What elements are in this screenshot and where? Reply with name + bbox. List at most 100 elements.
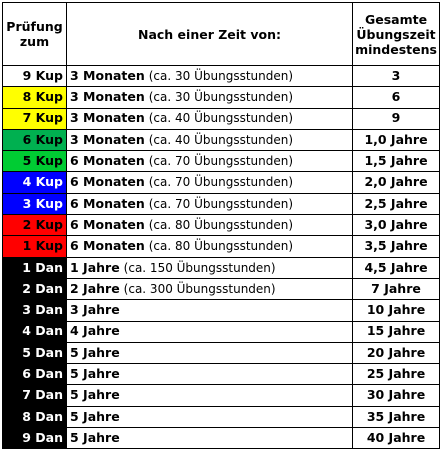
table-row: 9 Kup 3 Monaten (ca. 30 Übungsstunden) 3: [2, 64, 440, 88]
total-time-cell: 1,0 Jahre: [352, 128, 440, 152]
table-row: 3 Dan 3 Jahre 10 Jahre: [2, 299, 440, 322]
table-row: 2 Kup 6 Monaten (ca. 80 Übungsstunden) 3,0…: [2, 214, 440, 237]
time-cell: 3 Monaten (ca. 30 Übungsstunden): [66, 86, 353, 109]
grade-cell: 9 Dan: [2, 427, 67, 450]
time-value: 6 Monaten: [70, 153, 145, 169]
grade-cell: 5 Kup: [2, 150, 67, 173]
grade-cell: 4 Dan: [2, 320, 67, 343]
grade-cell: 1 Kup: [2, 235, 67, 258]
time-cell: 5 Jahre: [66, 384, 353, 407]
table-row: 6 Dan 5 Jahre 25 Jahre: [2, 363, 440, 386]
total-time-cell: 9: [352, 107, 440, 130]
header-total-training: Gesamte Übungszeit mindestens: [352, 2, 440, 66]
training-hours-note: (ca. 70 Übungsstunden): [148, 175, 294, 190]
time-value: 5 Jahre: [70, 429, 120, 445]
grade-cell: 2 Dan: [2, 277, 67, 301]
grade-cell: 3 Dan: [2, 299, 67, 322]
table-row: 2 Dan 2 Jahre (ca. 300 Übungsstunden) 7 Ja…: [2, 277, 440, 301]
time-value: 4 Jahre: [70, 323, 120, 339]
training-hours-note: (ca. 80 Übungsstunden): [148, 239, 294, 254]
time-cell: 5 Jahre: [66, 341, 353, 365]
grade-cell: 8 Dan: [2, 405, 67, 429]
time-cell: 5 Jahre: [66, 427, 353, 450]
total-time-cell: 7 Jahre: [352, 277, 440, 301]
time-value: 5 Jahre: [70, 344, 120, 360]
time-cell: 6 Monaten (ca. 80 Übungsstunden): [66, 214, 353, 237]
total-time-cell: 3,5 Jahre: [352, 235, 440, 258]
total-time-cell: 25 Jahre: [352, 363, 440, 386]
time-cell: 3 Jahre: [66, 299, 353, 322]
training-hours-note: (ca. 40 Übungsstunden): [148, 111, 294, 126]
time-value: 3 Monaten: [70, 67, 145, 83]
grade-cell: 6 Kup: [2, 128, 67, 152]
table-row: 5 Kup 6 Monaten (ca. 70 Übungsstunden) 1,5…: [2, 150, 440, 173]
table-row: 4 Kup 6 Monaten (ca. 70 Übungsstunden) 2,0…: [2, 171, 440, 194]
time-cell: 1 Jahre (ca. 150 Übungsstunden): [66, 256, 353, 279]
table-row: 6 Kup 3 Monaten (ca. 40 Übungsstunden) 1,0…: [2, 128, 440, 152]
table-row: 4 Dan 4 Jahre 15 Jahre: [2, 320, 440, 343]
table-row: 8 Dan 5 Jahre 35 Jahre: [2, 405, 440, 429]
time-value: 5 Jahre: [70, 408, 120, 424]
grade-cell: 6 Dan: [2, 363, 67, 386]
table-body: 9 Kup 3 Monaten (ca. 30 Übungsstunden) 3 8 …: [2, 64, 440, 450]
grade-cell: 8 Kup: [2, 86, 67, 109]
total-time-cell: 15 Jahre: [352, 320, 440, 343]
time-cell: 3 Monaten (ca. 30 Übungsstunden): [66, 64, 353, 88]
time-cell: 6 Monaten (ca. 70 Übungsstunden): [66, 192, 353, 216]
total-time-cell: 40 Jahre: [352, 427, 440, 450]
time-cell: 5 Jahre: [66, 363, 353, 386]
time-value: 2 Jahre: [70, 280, 120, 296]
total-time-cell: 1,5 Jahre: [352, 150, 440, 173]
time-value: 3 Jahre: [70, 302, 120, 318]
header-time-after: Nach einer Zeit von:: [66, 2, 353, 66]
training-hours-note: (ca. 30 Übungsstunden): [148, 90, 294, 105]
grade-cell: 1 Dan: [2, 256, 67, 279]
grade-cell: 4 Kup: [2, 171, 67, 194]
grade-requirements-table-wrap: Prüfung zum Nach einer Zeit von: Gesamte…: [2, 2, 440, 450]
total-time-cell: 6: [352, 86, 440, 109]
time-value: 3 Monaten: [70, 131, 145, 147]
total-time-cell: 2,0 Jahre: [352, 171, 440, 194]
grade-cell: 2 Kup: [2, 214, 67, 237]
time-cell: 2 Jahre (ca. 300 Übungsstunden): [66, 277, 353, 301]
grade-cell: 9 Kup: [2, 64, 67, 88]
time-value: 3 Monaten: [70, 110, 145, 126]
grade-cell: 3 Kup: [2, 192, 67, 216]
time-cell: 3 Monaten (ca. 40 Übungsstunden): [66, 128, 353, 152]
total-time-cell: 35 Jahre: [352, 405, 440, 429]
time-cell: 6 Monaten (ca. 70 Übungsstunden): [66, 150, 353, 173]
total-time-cell: 10 Jahre: [352, 299, 440, 322]
time-value: 5 Jahre: [70, 387, 120, 403]
training-hours-note: (ca. 30 Übungsstunden): [148, 68, 294, 83]
total-time-cell: 4,5 Jahre: [352, 256, 440, 279]
table-row: 9 Dan 5 Jahre 40 Jahre: [2, 427, 440, 450]
header-row: Prüfung zum Nach einer Zeit von: Gesamte…: [2, 2, 440, 66]
time-value: 6 Monaten: [70, 195, 145, 211]
time-value: 3 Monaten: [70, 89, 145, 105]
grade-requirements-table: Prüfung zum Nach einer Zeit von: Gesamte…: [2, 2, 440, 450]
header-exam-grade: Prüfung zum: [2, 2, 67, 66]
table-row: 1 Kup 6 Monaten (ca. 80 Übungsstunden) 3,5…: [2, 235, 440, 258]
time-cell: 6 Monaten (ca. 80 Übungsstunden): [66, 235, 353, 258]
total-time-cell: 3: [352, 64, 440, 88]
grade-cell: 7 Dan: [2, 384, 67, 407]
training-hours-note: (ca. 300 Übungsstunden): [123, 281, 276, 296]
total-time-cell: 2,5 Jahre: [352, 192, 440, 216]
total-time-cell: 20 Jahre: [352, 341, 440, 365]
time-cell: 6 Monaten (ca. 70 Übungsstunden): [66, 171, 353, 194]
time-cell: 5 Jahre: [66, 405, 353, 429]
table-row: 3 Kup 6 Monaten (ca. 70 Übungsstunden) 2,5…: [2, 192, 440, 216]
time-value: 6 Monaten: [70, 174, 145, 190]
training-hours-note: (ca. 40 Übungsstunden): [148, 132, 294, 147]
total-time-cell: 3,0 Jahre: [352, 214, 440, 237]
table-row: 5 Dan 5 Jahre 20 Jahre: [2, 341, 440, 365]
time-cell: 3 Monaten (ca. 40 Übungsstunden): [66, 107, 353, 130]
time-value: 6 Monaten: [70, 216, 145, 232]
time-value: 6 Monaten: [70, 238, 145, 254]
total-time-cell: 30 Jahre: [352, 384, 440, 407]
grade-cell: 7 Kup: [2, 107, 67, 130]
table-row: 7 Dan 5 Jahre 30 Jahre: [2, 384, 440, 407]
table-row: 7 Kup 3 Monaten (ca. 40 Übungsstunden) 9: [2, 107, 440, 130]
time-value: 5 Jahre: [70, 366, 120, 382]
table-row: 1 Dan 1 Jahre (ca. 150 Übungsstunden) 4,5 …: [2, 256, 440, 279]
